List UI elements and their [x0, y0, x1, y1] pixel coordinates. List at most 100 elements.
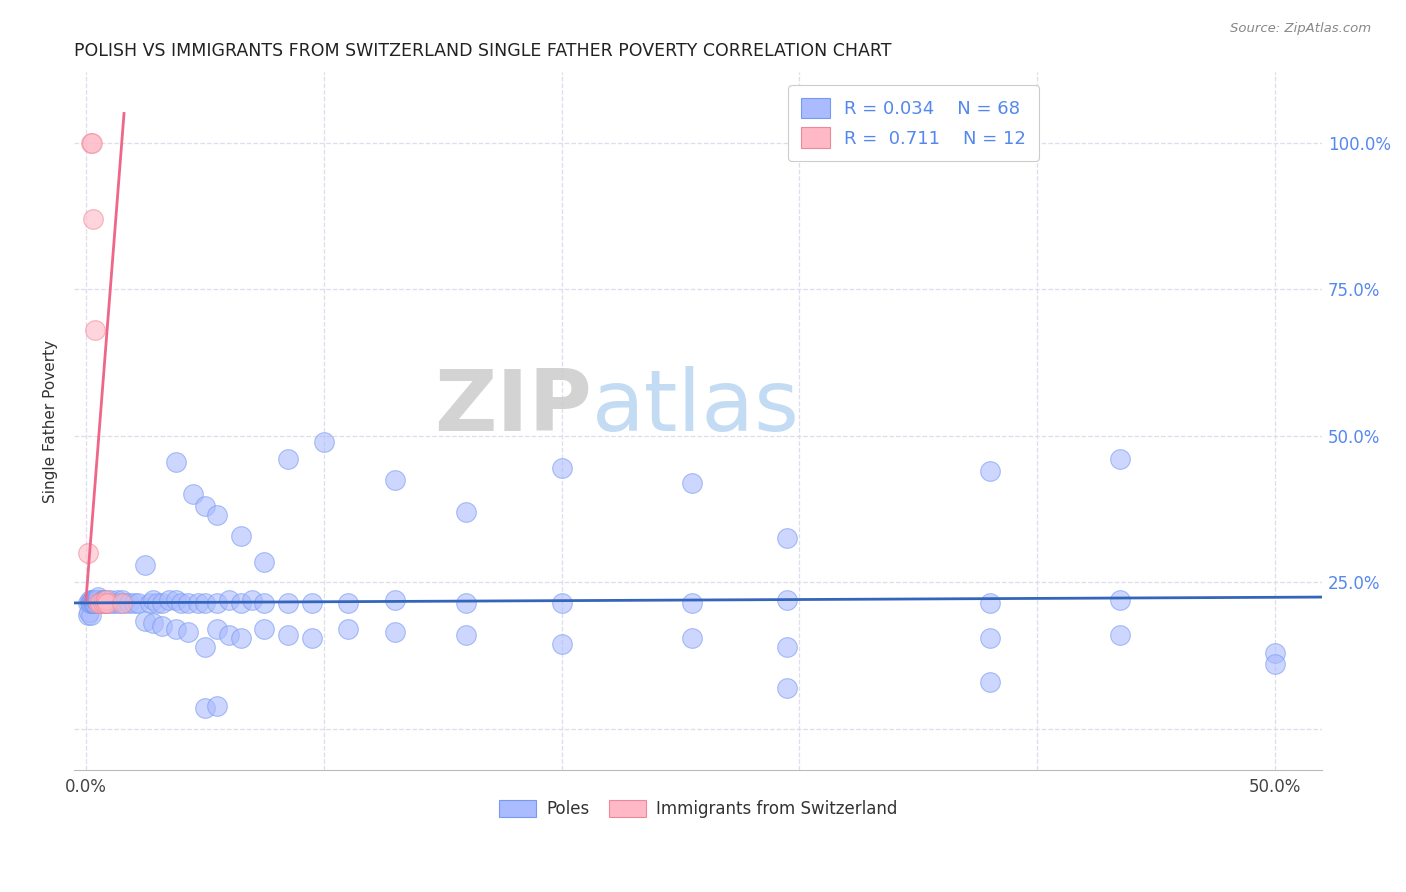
- Point: [150, 596, 173, 610]
- Point: [80, 607, 103, 622]
- Point: [384, 473, 406, 487]
- Point: [681, 596, 703, 610]
- Point: [86, 593, 108, 607]
- Point: [456, 505, 478, 519]
- Point: [84, 323, 107, 337]
- Point: [89, 596, 111, 610]
- Point: [82, 596, 104, 610]
- Point: [301, 631, 323, 645]
- Point: [456, 628, 478, 642]
- Point: [80, 136, 103, 150]
- Text: POLISH VS IMMIGRANTS FROM SWITZERLAND SINGLE FATHER POVERTY CORRELATION CHART: POLISH VS IMMIGRANTS FROM SWITZERLAND SI…: [75, 42, 891, 60]
- Point: [550, 461, 572, 475]
- Text: Source: ZipAtlas.com: Source: ZipAtlas.com: [1230, 22, 1371, 36]
- Point: [170, 596, 193, 610]
- Point: [157, 593, 180, 607]
- Point: [177, 625, 200, 640]
- Point: [105, 593, 128, 607]
- Point: [150, 619, 173, 633]
- Point: [277, 452, 299, 467]
- Point: [187, 596, 209, 610]
- Point: [1109, 452, 1132, 467]
- Point: [550, 596, 572, 610]
- Point: [277, 628, 299, 642]
- Point: [77, 546, 100, 560]
- Point: [194, 640, 217, 654]
- Point: [142, 616, 165, 631]
- Point: [142, 593, 165, 607]
- Point: [89, 596, 111, 610]
- Point: [96, 596, 118, 610]
- Point: [979, 675, 1001, 690]
- Text: ZIP: ZIP: [434, 366, 592, 449]
- Point: [1109, 628, 1132, 642]
- Point: [301, 596, 323, 610]
- Point: [181, 487, 204, 501]
- Point: [82, 211, 104, 226]
- Point: [94, 596, 117, 610]
- Point: [122, 596, 145, 610]
- Point: [83, 596, 105, 610]
- Point: [134, 614, 156, 628]
- Point: [681, 475, 703, 490]
- Point: [312, 434, 335, 449]
- Point: [229, 596, 252, 610]
- Y-axis label: Single Father Poverty: Single Father Poverty: [44, 340, 58, 503]
- Point: [91, 593, 114, 607]
- Point: [112, 596, 135, 610]
- Point: [96, 593, 118, 607]
- Point: [89, 596, 111, 610]
- Point: [205, 508, 228, 522]
- Point: [84, 596, 107, 610]
- Point: [96, 596, 118, 610]
- Point: [194, 596, 217, 610]
- Point: [277, 596, 299, 610]
- Point: [103, 596, 125, 610]
- Point: [79, 596, 101, 610]
- Point: [87, 593, 110, 607]
- Point: [776, 681, 799, 695]
- Point: [111, 596, 134, 610]
- Point: [83, 596, 105, 610]
- Point: [979, 596, 1001, 610]
- Point: [229, 631, 252, 645]
- Point: [776, 640, 799, 654]
- Point: [101, 596, 124, 610]
- Point: [79, 593, 101, 607]
- Point: [336, 623, 359, 637]
- Point: [253, 555, 276, 569]
- Point: [98, 593, 121, 607]
- Point: [139, 596, 162, 610]
- Point: [87, 596, 110, 610]
- Point: [91, 596, 114, 610]
- Point: [218, 628, 240, 642]
- Point: [80, 593, 103, 607]
- Point: [218, 593, 240, 607]
- Point: [205, 698, 228, 713]
- Point: [205, 623, 228, 637]
- Point: [80, 136, 103, 150]
- Point: [1264, 657, 1286, 672]
- Point: [681, 631, 703, 645]
- Text: atlas: atlas: [592, 366, 800, 449]
- Point: [91, 596, 114, 610]
- Point: [550, 637, 572, 651]
- Point: [194, 701, 217, 715]
- Point: [127, 596, 149, 610]
- Point: [979, 631, 1001, 645]
- Legend: Poles, Immigrants from Switzerland: Poles, Immigrants from Switzerland: [492, 793, 904, 824]
- Point: [1109, 593, 1132, 607]
- Point: [82, 596, 104, 610]
- Point: [384, 593, 406, 607]
- Point: [77, 596, 100, 610]
- Point: [111, 593, 134, 607]
- Point: [1264, 646, 1286, 660]
- Point: [84, 593, 107, 607]
- Point: [242, 593, 264, 607]
- Point: [87, 596, 110, 610]
- Point: [77, 607, 100, 622]
- Point: [87, 590, 110, 604]
- Point: [108, 596, 131, 610]
- Point: [776, 532, 799, 546]
- Point: [229, 528, 252, 542]
